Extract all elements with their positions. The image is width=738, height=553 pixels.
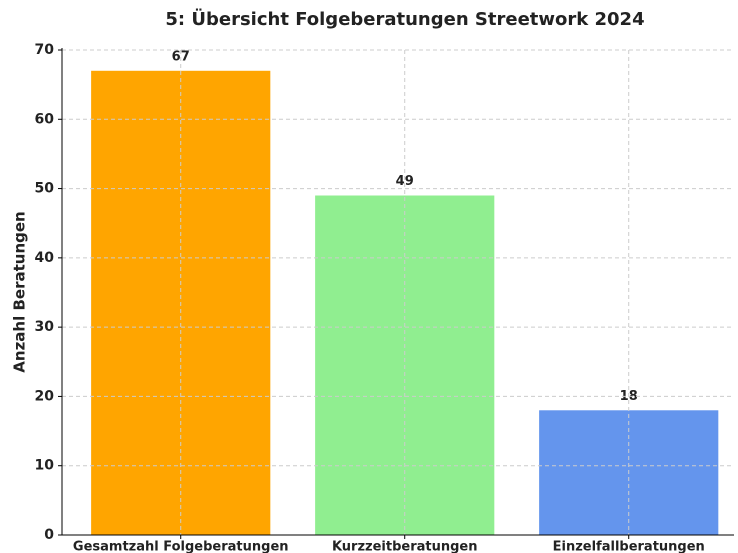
y-tick-label: 40 (35, 250, 55, 266)
y-tick-label: 30 (35, 319, 55, 335)
data-label: 49 (396, 174, 414, 189)
x-tick-label: Kurzzeitberatungen (332, 540, 478, 553)
x-tick-label: Einzelfallberatungen (553, 540, 705, 553)
y-tick-label: 0 (44, 527, 54, 543)
y-axis-label: Anzahl Beratungen (11, 211, 29, 372)
y-tick-label: 10 (35, 458, 55, 474)
y-tick-label: 70 (35, 42, 55, 58)
y-tick-label: 50 (35, 181, 55, 197)
y-tick-label: 60 (35, 111, 55, 127)
y-tick-label: 20 (35, 388, 55, 404)
x-tick-label: Gesamtzahl Folgeberatungen (73, 540, 289, 553)
data-label: 67 (172, 49, 190, 64)
chart-title: 5: Übersicht Folgeberatungen Streetwork … (165, 8, 644, 30)
